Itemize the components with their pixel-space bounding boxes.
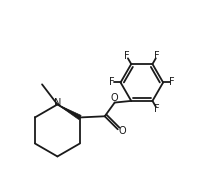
- Text: O: O: [118, 126, 125, 136]
- Text: O: O: [110, 93, 118, 103]
- Text: F: F: [123, 51, 129, 61]
- Text: N: N: [54, 98, 61, 108]
- Polygon shape: [57, 105, 81, 120]
- Text: F: F: [108, 78, 114, 87]
- Text: F: F: [153, 104, 159, 114]
- Text: F: F: [169, 78, 174, 87]
- Text: F: F: [153, 51, 159, 61]
